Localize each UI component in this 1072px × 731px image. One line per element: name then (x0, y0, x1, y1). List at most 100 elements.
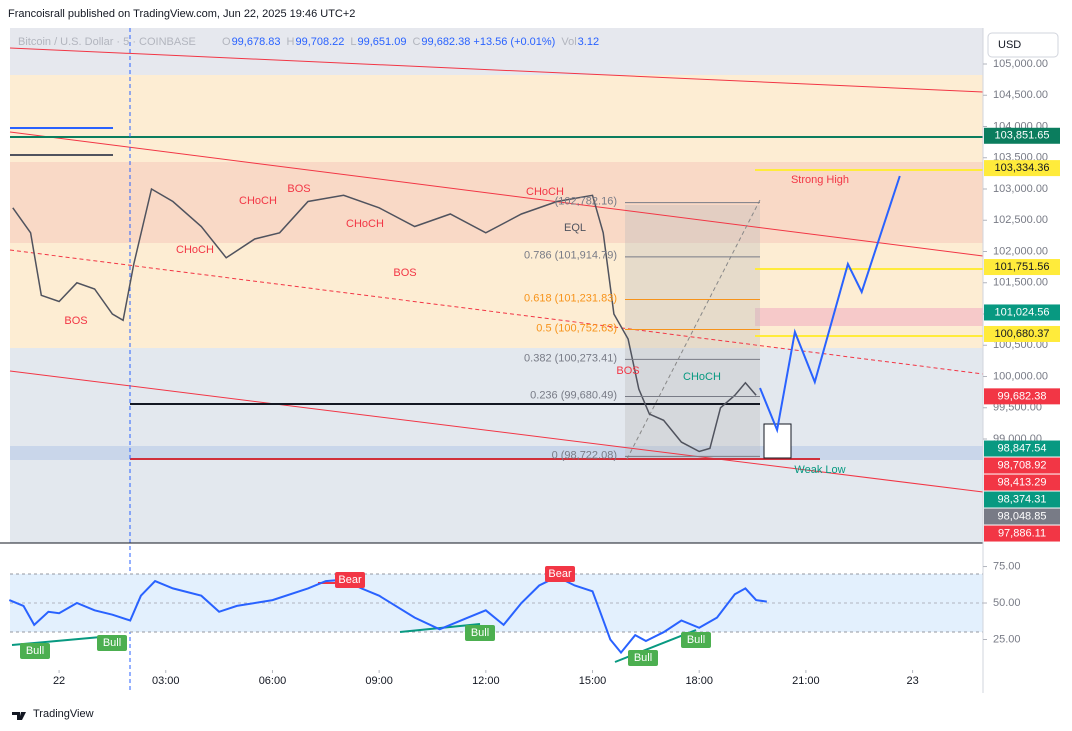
x-tick-label: 22 (53, 675, 65, 687)
trend-line (9, 131, 984, 257)
price-label-box (984, 259, 1060, 276)
ohlc-value: 99,651.09 (358, 36, 407, 48)
fib-label: 0.618 (101,231.83) (524, 292, 617, 304)
zone-discount (10, 348, 983, 543)
y-tick-label: 100,500.00 (993, 339, 1048, 351)
x-tick-label: 21:00 (792, 675, 820, 687)
signal-box (545, 566, 575, 582)
annotation: BOS (616, 365, 639, 377)
logo (12, 712, 26, 720)
signal-label: Bull (687, 634, 705, 646)
x-tick-label: 06:00 (259, 675, 287, 687)
price-label-box (984, 388, 1060, 405)
price-label: 103,851.65 (994, 130, 1049, 142)
zone-top (10, 28, 983, 75)
annotation: CHoCH (239, 195, 277, 207)
ohlc-value: 3.12 (578, 36, 599, 48)
ohlc-key: Vol (561, 36, 576, 48)
price-label: 98,374.31 (998, 493, 1047, 505)
annotation: BOS (393, 267, 416, 279)
price-label-box (984, 491, 1060, 508)
ohlc: O 99,678.83 H 99,708.22 L 99,651.09 C 99,682.38… (222, 36, 599, 48)
signal-box (20, 643, 50, 659)
rsi-tick-label: 50.00 (993, 597, 1021, 609)
signal-label: Bull (103, 637, 121, 649)
line (8, 575, 767, 655)
fib-label: 0.5 (100,752.63) (536, 322, 617, 334)
signal-label: Bull (634, 652, 652, 664)
annotation: Weak Low (794, 464, 845, 476)
x-tick-label: 12:00 (472, 675, 500, 687)
y-tick-label: 105,000.00 (993, 58, 1048, 70)
price-label: 98,847.54 (998, 442, 1047, 454)
price-label: 98,413.29 (998, 476, 1047, 488)
x-tick-label: 09:00 (365, 675, 393, 687)
rsi-tick-label: 75.00 (993, 560, 1021, 572)
y-tick-label: 99,500.00 (993, 402, 1042, 414)
rsi-tick-label: 25.00 (993, 633, 1021, 645)
y-tick-label: 103,000.00 (993, 183, 1048, 195)
y-tick-label: 104,500.00 (993, 89, 1048, 101)
trend-line (9, 47, 984, 93)
ohlc-value: 99,708.22 (295, 36, 344, 48)
price-label: 101,751.56 (994, 261, 1049, 273)
annotation: CHoCH (346, 218, 384, 230)
signal-box (97, 635, 127, 651)
price-label: 99,682.38 (998, 390, 1047, 402)
fib-label: (102,782.16) (555, 196, 617, 208)
ohlc-key: O (222, 36, 231, 48)
fib-label: 0.786 (101,914.79) (524, 250, 617, 262)
y-tick-label: 101,500.00 (993, 277, 1048, 289)
signal-label: Bull (471, 627, 489, 639)
annotation: BOS (287, 183, 310, 195)
price-label-box (984, 508, 1060, 525)
ohlc-value: 99,682.38 +13.56 (+0.01%) (421, 36, 555, 48)
line (12, 187, 757, 453)
fib-label: 0 (98,722.08) (552, 449, 617, 461)
signal-box (681, 632, 711, 648)
signal-label: Bear (338, 574, 362, 586)
currency-button[interactable] (987, 32, 1059, 58)
y-tick-label: 102,000.00 (993, 245, 1048, 257)
signal-label: Bull (26, 645, 44, 657)
signal-box (628, 650, 658, 666)
line (759, 175, 901, 434)
zone-demand (10, 446, 983, 460)
trend-line (9, 370, 984, 493)
price-label-box (984, 127, 1060, 144)
price-label: 103,334.36 (994, 162, 1049, 174)
annotation: CHoCH (526, 186, 564, 198)
x-tick-label: 03:00 (152, 675, 180, 687)
annotation: CHoCH (176, 244, 214, 256)
annotation: BOS (64, 315, 87, 327)
symbol: Bitcoin / U.S. Dollar · 5 · COINBASE (18, 36, 196, 48)
signal-box (465, 625, 495, 641)
fib-label: 0.236 (99,680.49) (530, 389, 617, 401)
price-label-box (984, 325, 1060, 342)
ohlc-key: C (412, 36, 420, 48)
zone-supply (10, 162, 983, 243)
price-label-box (984, 525, 1060, 542)
trend-line (9, 249, 984, 375)
x-tick-label: 23 (906, 675, 918, 687)
x-tick-label: 18:00 (685, 675, 713, 687)
annotation: Strong High (791, 174, 849, 186)
price-label: 98,708.92 (998, 459, 1047, 471)
price-label: 100,680.37 (994, 328, 1049, 340)
ohlc-key: H (287, 36, 295, 48)
signal-box (335, 572, 365, 588)
ohlc-key: L (350, 36, 356, 48)
price-label-box (984, 160, 1060, 177)
annotation: CHoCH (683, 371, 721, 383)
price-label-box (984, 440, 1060, 457)
price-label: 97,886.11 (998, 527, 1046, 539)
currency[interactable]: USD (998, 39, 1021, 51)
y-tick-label: 102,500.00 (993, 214, 1048, 226)
fib-label: 0.382 (100,273.41) (524, 352, 617, 364)
price-label-box (984, 457, 1060, 474)
y-tick-label: 100,000.00 (993, 370, 1048, 382)
annotation: EQL (564, 222, 586, 234)
price-label-box (984, 304, 1060, 321)
brand: TradingView (33, 708, 94, 720)
